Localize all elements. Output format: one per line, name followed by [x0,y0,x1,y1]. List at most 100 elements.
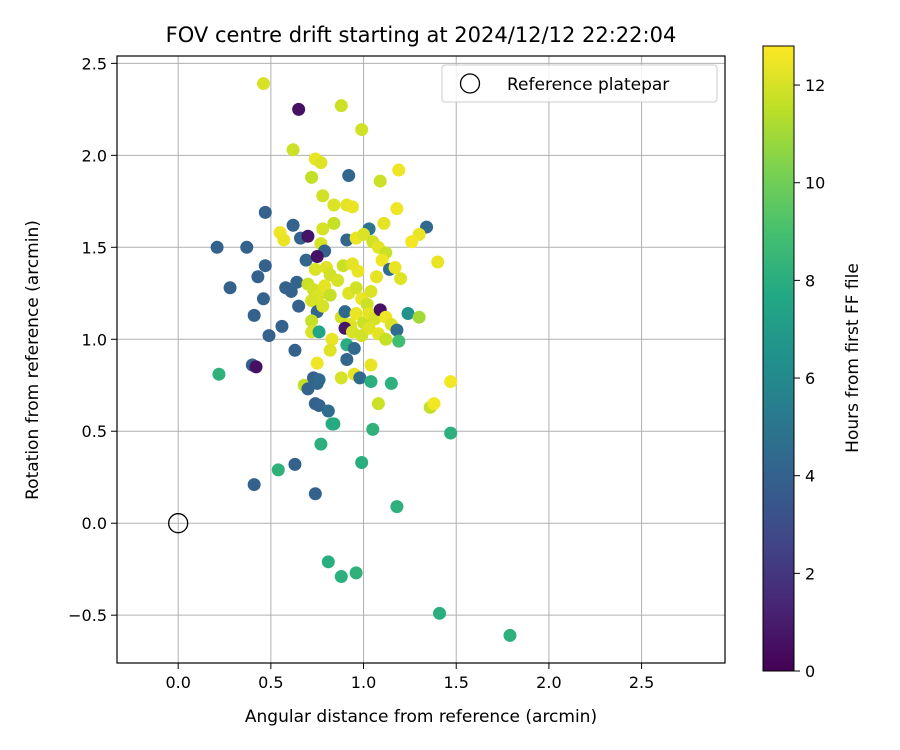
data-point [299,253,313,267]
data-point [355,456,369,470]
data-point [390,202,404,216]
data-point [316,189,330,203]
data-point [256,77,270,91]
data-point [405,235,419,249]
data-point [431,255,445,269]
data-point [305,314,319,328]
data-point [388,261,402,275]
data-point [256,292,270,306]
colorbar-ticks: 0 2 4 6 8 10 12 [794,76,825,681]
data-point [375,253,389,267]
data-point [223,281,237,295]
data-point [349,281,363,295]
data-point [321,404,335,418]
data-point [323,343,337,357]
y-tick-label: 1.5 [82,238,107,257]
data-point [316,222,330,236]
colorbar-tick-label: 2 [805,564,815,583]
data-point [277,233,291,247]
data-point [288,343,302,357]
y-axis-ticks: −0.5 0.0 0.5 1.0 1.5 2.0 2.5 [68,54,117,625]
data-point [349,307,363,321]
data-point [258,205,272,219]
colorbar-tick-label: 4 [805,467,815,486]
legend-reference-marker [459,73,481,94]
data-point [390,500,404,514]
data-point [364,284,378,298]
y-tick-label: −0.5 [68,606,107,625]
legend: Reference platepar [441,64,718,103]
x-tick-label: 0.5 [258,673,283,692]
data-point [321,555,335,569]
y-tick-label: 0.5 [82,422,107,441]
data-point [310,249,324,263]
data-point [384,376,398,390]
x-tick-label: 0.0 [165,673,190,692]
data-point [301,229,315,243]
data-point [366,422,380,436]
data-point [364,375,378,389]
x-axis-label: Angular distance from reference (arcmin) [245,707,597,727]
x-axis-ticks: 0.0 0.5 1.0 1.5 2.0 2.5 [165,663,654,692]
data-point [275,319,289,333]
colorbar-tick-label: 6 [805,369,815,388]
data-point [394,272,408,286]
data-point [377,216,391,230]
y-tick-label: 2.0 [82,146,107,165]
colorbar: 0 2 4 6 8 10 12 Hours from first FF file [762,45,863,681]
data-point [249,360,263,374]
data-point [312,325,326,339]
data-point [290,275,304,289]
data-point [305,294,319,308]
data-point [370,270,384,284]
data-point [444,426,458,440]
data-point [258,259,272,273]
data-point [357,227,371,241]
data-point [247,478,261,492]
data-point [292,102,306,116]
x-tick-label: 2.0 [536,673,561,692]
data-point [334,99,348,113]
data-point [392,163,406,177]
data-point [310,356,324,370]
data-point [342,169,356,183]
data-point [247,308,261,322]
data-point [334,371,348,385]
data-point [433,606,447,620]
data-point [262,329,276,343]
data-point [351,264,365,278]
x-tick-label: 1.0 [351,673,376,692]
data-point [373,174,387,188]
data-point [340,353,354,366]
plot-frame [116,55,726,664]
data-point [312,373,326,387]
data-point [355,123,369,137]
data-point [327,417,341,431]
data-point [292,299,306,313]
data-point [288,457,302,471]
data-point [390,323,404,337]
data-point [412,310,426,324]
data-points [168,77,517,642]
x-tick-label: 2.5 [629,673,654,692]
data-point [371,397,385,411]
data-point [314,437,328,451]
y-tick-label: 1.0 [82,330,107,349]
data-point [314,156,328,170]
data-point [212,367,226,381]
data-point [240,240,254,254]
x-tick-label: 1.5 [443,673,468,692]
data-point [345,200,359,214]
chart-title: FOV centre drift starting at 2024/12/12 … [166,23,677,47]
colorbar-tick-label: 10 [805,174,825,193]
data-point [349,566,363,580]
data-point [347,341,361,355]
data-point [334,570,348,584]
legend-label-reference-platepar: Reference platepar [507,75,669,95]
grid-lines [117,56,725,663]
colorbar-tick-label: 8 [805,271,815,290]
y-tick-label: 2.5 [82,54,107,73]
data-point [331,273,345,287]
data-point [444,375,458,389]
y-axis-label: Rotation from reference (arcmin) [23,220,43,500]
